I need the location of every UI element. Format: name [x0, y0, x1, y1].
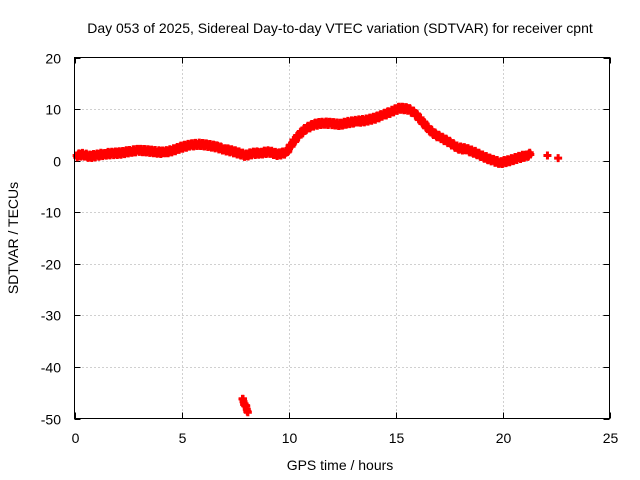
y-tick-label: -20 — [41, 257, 61, 273]
x-tick-label: 10 — [282, 430, 298, 446]
x-tick-label: 5 — [179, 430, 187, 446]
y-tick-label: -10 — [41, 205, 61, 221]
y-tick-label: -40 — [41, 360, 61, 376]
plot-frame — [74, 57, 610, 419]
outlier-point — [243, 407, 252, 416]
data-point — [543, 151, 552, 160]
chart-title: Day 053 of 2025, Sidereal Day-to-day VTE… — [87, 20, 593, 36]
x-tick-label: 25 — [603, 430, 619, 446]
axis-ticks — [74, 57, 611, 420]
y-tick-labels: 20 10 0 -10 -20 -30 -40 -50 — [41, 51, 61, 428]
x-tick-label: 20 — [496, 430, 512, 446]
y-tick-label: -50 — [41, 412, 61, 428]
x-axis-label: GPS time / hours — [287, 457, 394, 473]
x-tick-label: 15 — [389, 430, 405, 446]
grid — [74, 57, 610, 419]
data-points — [72, 102, 563, 417]
data-point — [525, 148, 534, 157]
y-axis-label: SDTVAR / TECUs — [5, 182, 21, 294]
y-tick-label: 20 — [45, 51, 61, 67]
data-point — [554, 154, 563, 163]
y-tick-label: -30 — [41, 308, 61, 324]
y-tick-label: 0 — [53, 154, 61, 170]
y-tick-label: 10 — [45, 102, 61, 118]
x-tick-labels: 0 5 10 15 20 25 — [72, 430, 619, 446]
x-tick-label: 0 — [72, 430, 80, 446]
